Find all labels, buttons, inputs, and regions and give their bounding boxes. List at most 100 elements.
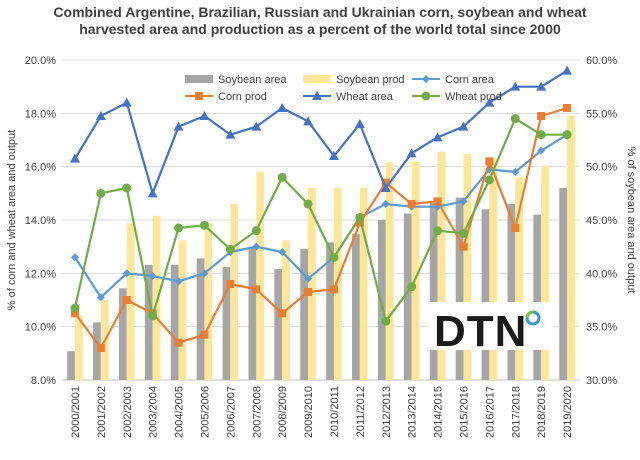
right-tick-label: 45.0% bbox=[586, 215, 617, 227]
series-wheat-area bbox=[69, 65, 573, 198]
point bbox=[200, 330, 209, 339]
point bbox=[96, 293, 105, 302]
line-series bbox=[69, 65, 573, 352]
point bbox=[511, 224, 520, 232]
point bbox=[510, 81, 521, 91]
point bbox=[537, 112, 546, 120]
chart-title-line-2: harvested area and production as a perce… bbox=[79, 21, 561, 37]
point bbox=[510, 114, 520, 124]
series-line bbox=[74, 106, 568, 350]
bar bbox=[170, 264, 179, 380]
bar bbox=[429, 202, 438, 380]
point bbox=[278, 248, 287, 256]
point bbox=[195, 92, 203, 100]
point bbox=[225, 244, 235, 254]
bar bbox=[248, 246, 257, 380]
x-tick-label: 2004/2005 bbox=[174, 386, 186, 438]
x-tick-label: 2010/2011 bbox=[329, 386, 341, 437]
left-tick-label: 20.0% bbox=[25, 55, 56, 67]
x-tick-label: 2019/2020 bbox=[562, 386, 574, 438]
legend-swatch bbox=[303, 75, 331, 83]
right-tick-label: 50.0% bbox=[586, 162, 617, 174]
point bbox=[458, 228, 468, 238]
bar bbox=[507, 204, 516, 380]
point bbox=[70, 253, 79, 262]
point bbox=[328, 151, 339, 160]
x-tick-label: 2002/2003 bbox=[122, 386, 134, 438]
legend-label: Wheat prod bbox=[445, 91, 502, 103]
point bbox=[69, 153, 80, 163]
x-tick-label: 2012/2013 bbox=[381, 386, 393, 438]
bar bbox=[308, 188, 316, 380]
point bbox=[277, 172, 287, 182]
point bbox=[407, 200, 416, 208]
point bbox=[225, 129, 236, 139]
bar bbox=[567, 115, 575, 380]
point bbox=[432, 132, 443, 142]
point bbox=[251, 121, 262, 131]
x-tick-label: 2001/2002 bbox=[96, 386, 108, 438]
point bbox=[355, 218, 364, 227]
x-tick-label: 2003/2004 bbox=[148, 386, 160, 438]
point bbox=[484, 97, 495, 107]
left-axis-ticks: 8.0% 10.0% 12.0% 14.0% 16.0% 18.0% 20.0% bbox=[25, 55, 56, 387]
bar bbox=[178, 240, 187, 380]
point bbox=[422, 75, 430, 83]
bar bbox=[144, 264, 153, 380]
x-tick-label: 2008/2009 bbox=[277, 386, 289, 438]
legend-label: Wheat area bbox=[336, 91, 394, 103]
bar bbox=[481, 209, 490, 380]
point bbox=[537, 146, 546, 155]
bar bbox=[230, 204, 239, 380]
right-tick-label: 30.0% bbox=[586, 375, 617, 387]
series-line bbox=[73, 117, 568, 323]
x-tick-label: 2007/2008 bbox=[251, 386, 263, 438]
legend-item: Wheat prod bbox=[412, 91, 502, 103]
x-tick-label: 2017/2018 bbox=[510, 386, 522, 438]
point bbox=[407, 282, 417, 292]
x-tick-label: 2011/2012 bbox=[355, 386, 367, 437]
bar bbox=[196, 258, 205, 380]
x-tick-label: 2006/2007 bbox=[225, 386, 237, 438]
left-tick-label: 8.0% bbox=[31, 375, 56, 387]
point bbox=[303, 116, 314, 126]
legend-item: Corn area bbox=[412, 74, 495, 86]
x-tick-label: 2009/2010 bbox=[303, 386, 315, 438]
right-tick-label: 40.0% bbox=[586, 268, 617, 280]
bar bbox=[541, 165, 549, 380]
point bbox=[121, 97, 132, 107]
point bbox=[96, 188, 106, 198]
point bbox=[433, 197, 442, 206]
x-tick-label: 2013/2014 bbox=[407, 386, 419, 438]
point bbox=[95, 111, 106, 120]
point bbox=[122, 269, 131, 278]
point bbox=[421, 91, 431, 101]
bar bbox=[411, 161, 420, 380]
legend-swatch bbox=[185, 75, 213, 83]
right-axis-label: % of soybean area and output bbox=[625, 147, 637, 294]
left-tick-label: 16.0% bbox=[25, 162, 56, 174]
bar bbox=[152, 215, 161, 380]
point bbox=[536, 81, 547, 91]
bar bbox=[489, 158, 498, 380]
bar bbox=[385, 162, 394, 380]
point bbox=[312, 91, 322, 100]
bar bbox=[300, 248, 309, 380]
point bbox=[70, 309, 79, 318]
bar bbox=[326, 242, 334, 380]
dtn-logo-ring-accent bbox=[525, 310, 534, 319]
left-tick-label: 18.0% bbox=[25, 108, 56, 120]
series-soybean-prod bbox=[74, 115, 575, 380]
x-tick-label: 2005/2006 bbox=[199, 386, 211, 438]
right-tick-label: 55.0% bbox=[586, 108, 617, 120]
bar bbox=[559, 188, 568, 380]
point bbox=[278, 309, 287, 318]
x-axis-ticks: 2000/2001 2001/2002 2002/2003 2003/2004 2004… bbox=[70, 386, 574, 438]
chart-title-line-1: Combined Argentine, Brazilian, Russian a… bbox=[53, 4, 587, 20]
point bbox=[277, 103, 288, 112]
point bbox=[458, 121, 469, 131]
x-tick-label: 2018/2019 bbox=[536, 386, 548, 438]
point bbox=[406, 148, 417, 158]
right-tick-label: 35.0% bbox=[586, 322, 617, 334]
